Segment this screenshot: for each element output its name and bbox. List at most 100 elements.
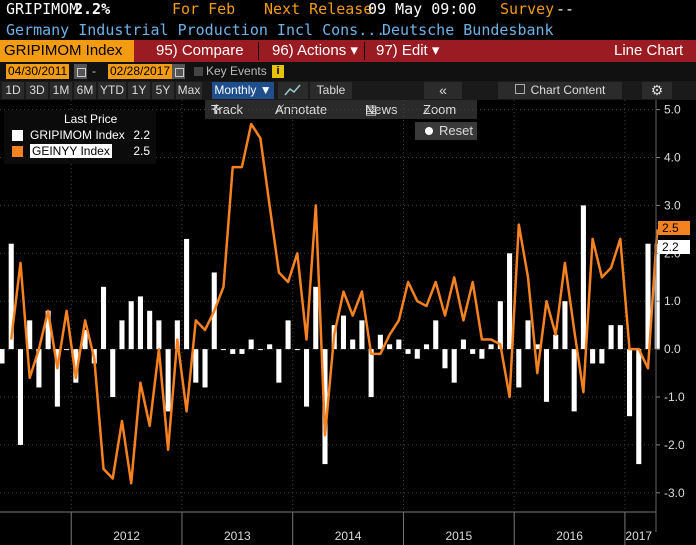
y-tick-label: 1.0 [664,294,681,308]
data-source: Deutsche Bundesbank [382,21,554,39]
reset-icon [425,127,433,135]
bar [571,349,577,412]
bar [590,349,596,364]
news-icon: ▤ [365,102,378,117]
zoom-label: Zoom [423,102,457,117]
bar [285,320,291,350]
bar [276,349,282,383]
x-tick-label: 2013 [224,529,251,543]
bar [543,349,550,402]
bar [8,243,14,350]
bar [507,253,513,350]
period-button-1d[interactable]: 1D [2,82,24,99]
bar [654,243,660,350]
table-button[interactable]: Table [310,82,352,99]
bar [627,349,633,417]
bar [165,349,171,412]
bar [387,344,393,350]
period-button-5y[interactable]: 5Y [152,82,174,99]
bar [562,301,568,350]
survey-value: -- [556,0,575,18]
edit-button[interactable]: 97) Edit ▾ [376,42,440,59]
key-events-label: Key Events [206,64,267,78]
bar [100,286,107,350]
reset-button[interactable]: Reset [415,122,477,140]
chart-content-button[interactable]: Chart Content [498,82,622,99]
bar [534,344,540,350]
key-events-checkbox[interactable] [194,67,203,76]
y-tick-label: 4.0 [664,150,681,164]
bar [617,325,623,350]
bar [54,349,60,407]
actions-button[interactable]: 96) Actions ▾ [272,42,358,59]
bar [488,344,494,350]
x-tick-label: 2014 [335,529,362,543]
bar [423,344,430,350]
chart-content-icon [514,84,525,94]
bar [45,310,51,350]
start-date-field[interactable]: 04/30/2011 [6,64,70,79]
bar [608,325,614,350]
bar [304,349,310,407]
date-range-bar: 04/30/2011 - 02/28/2017 Key Events i [0,62,696,81]
bar [460,339,466,350]
bar [368,349,374,398]
track-label: Track [211,102,244,117]
bar [377,334,383,350]
line-series [9,122,659,485]
bar [220,349,227,351]
info-icon[interactable]: i [272,65,284,78]
bar [184,238,190,350]
bar [479,349,485,359]
end-date-field[interactable]: 02/28/2017 [108,64,173,79]
header-row: GRIPIMOM 2.2% For Feb Next Release 09 Ma… [0,0,696,20]
chart-style-icon[interactable] [278,82,308,99]
bar [636,349,642,465]
bar [294,349,300,351]
bar [239,349,245,354]
news-label: News [365,102,398,117]
compare-button[interactable]: 95) Compare [156,42,244,59]
bar [451,349,457,383]
bar [516,349,522,388]
ticker: GRIPIMOM [6,0,79,18]
period-button-3d[interactable]: 3D [26,82,48,99]
calendar-icon[interactable] [172,64,185,79]
frequency-select[interactable]: Monthly ▼ [212,82,274,99]
bar [128,301,134,350]
y-tick-label: 5.0 [664,103,681,117]
collapse-icon[interactable]: « [424,82,462,99]
bar [340,315,346,350]
period-button-1y[interactable]: 1Y [128,82,150,99]
y-axis: 5.04.03.02.01.00.0-1.0-2.0-3.0 [655,100,685,532]
bar [267,344,273,350]
bar [580,205,586,350]
x-tick-label: 2015 [445,529,472,543]
toolbar-divider [364,42,365,60]
legend-title: Last Price [64,112,118,126]
bar [645,243,651,350]
period-bar: 1D 3D 1M 6M YTD 1Y 5Y Max Monthly ▼ Table « Cha… [0,81,696,100]
bar [359,320,365,350]
legend: Last Price GRIPIMOM Index 2.2 GEINYY Ind… [4,110,156,164]
period-button-6m[interactable]: 6M [74,82,96,99]
bar [525,320,531,350]
y-tick-label: -1.0 [664,390,685,404]
y-tick-label: 0.0 [664,342,681,356]
y-tick-label: -3.0 [664,486,685,500]
period-button-ytd[interactable]: YTD [98,82,126,99]
bar [119,320,125,350]
period-button-1m[interactable]: 1M [50,82,72,99]
bar [64,349,70,351]
bar [442,349,448,369]
period-button-max[interactable]: Max [176,82,202,99]
legend-swatch [12,146,23,157]
bar [433,320,439,350]
gear-icon[interactable]: ⚙ [642,82,672,99]
last-value-tag-line: 2.5 [658,221,690,236]
bar [414,349,420,359]
calendar-icon[interactable] [74,64,87,79]
security-field[interactable]: GRIPIMOM Index [0,40,134,62]
series-line [9,122,659,485]
